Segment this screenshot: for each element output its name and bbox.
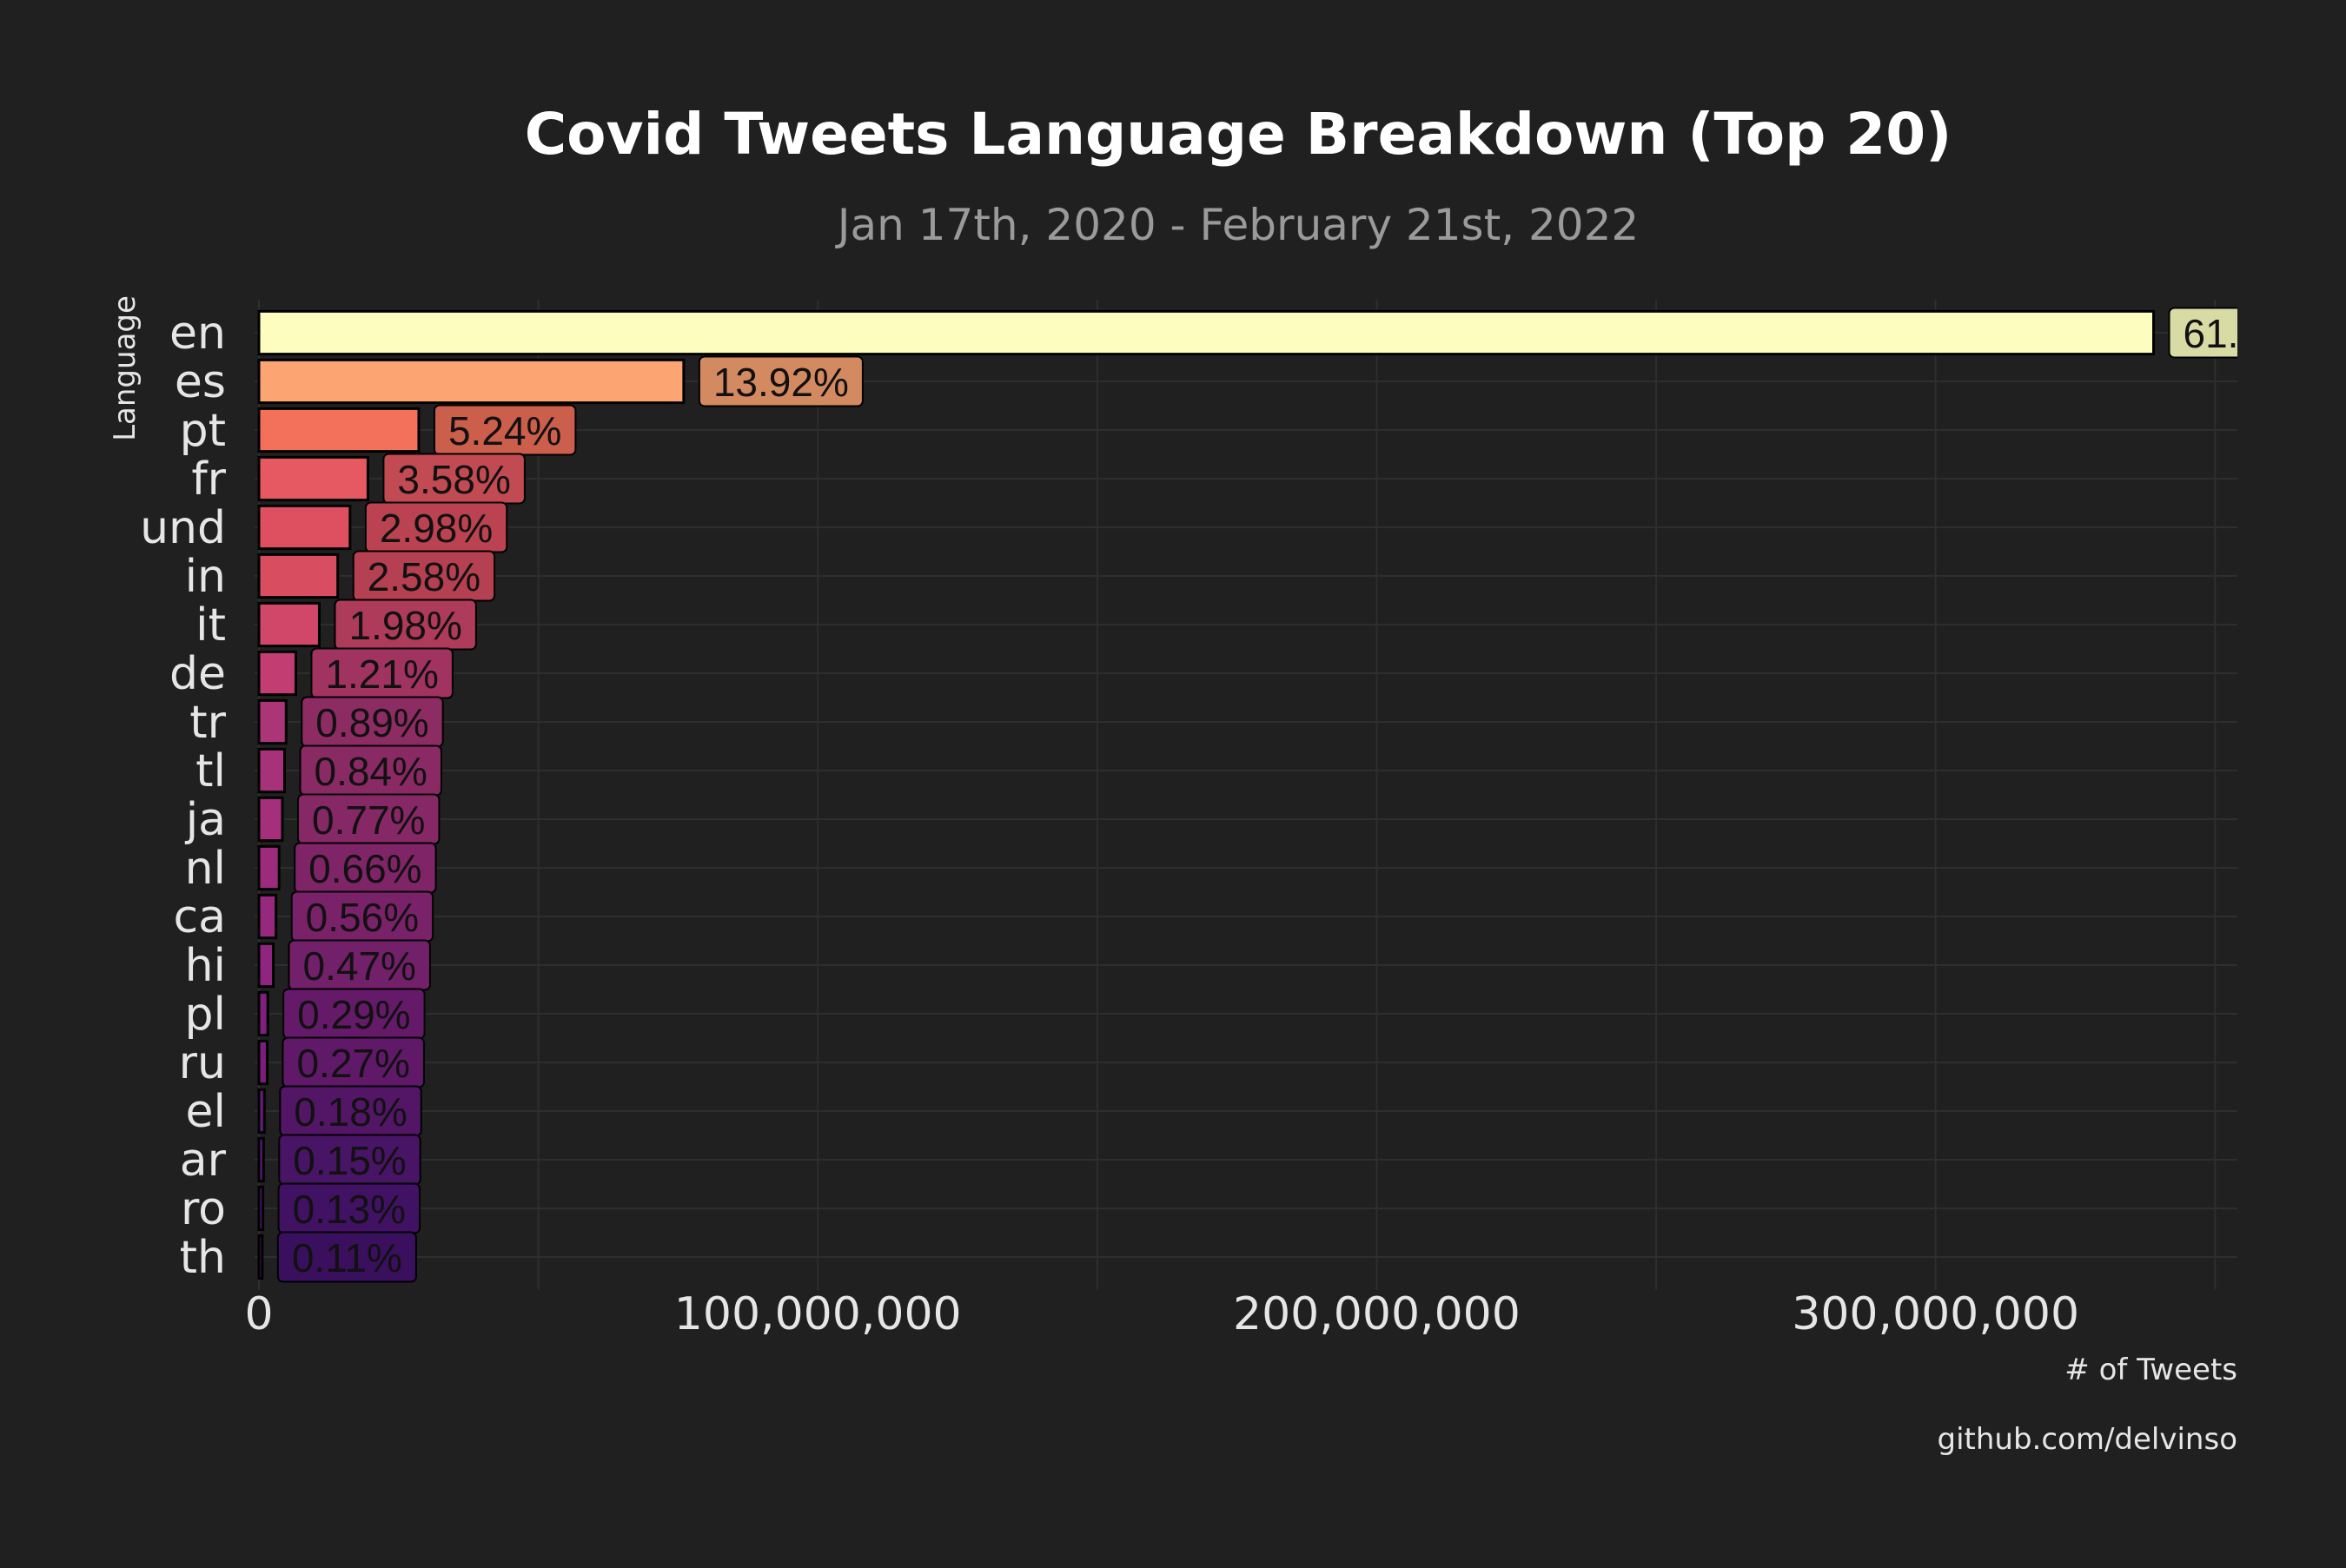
x-tick-label: 200,000,000 <box>1233 1288 1521 1340</box>
data-label-und: 2.98% <box>364 501 508 553</box>
data-label-ca: 0.56% <box>290 890 434 943</box>
category-label-en: en <box>169 308 226 360</box>
data-label-text-tl: 0.84% <box>315 749 427 794</box>
category-layer: enesptfrundinitdetrtljanlcahiplruelarrot… <box>140 308 227 1284</box>
bar-tr <box>257 698 288 745</box>
data-label-text-ro: 0.13% <box>293 1187 406 1232</box>
bar-de <box>257 650 297 697</box>
category-label-ca: ca <box>174 891 226 943</box>
bar-es <box>257 358 686 405</box>
x-axis-label: # of Tweets <box>2064 1353 2237 1387</box>
bar-ro <box>257 1185 265 1232</box>
data-label-fr: 3.58% <box>382 453 526 505</box>
data-label-en: 61. <box>2168 307 2239 359</box>
category-label-it: it <box>196 599 226 652</box>
category-label-tr: tr <box>189 697 226 749</box>
data-label-pl: 0.29% <box>282 988 426 1040</box>
chart-title: Covid Tweets Language Breakdown (Top 20) <box>525 101 1952 168</box>
data-label-text-nl: 0.66% <box>308 846 421 891</box>
data-label-text-ru: 0.27% <box>296 1041 409 1086</box>
data-label-it: 1.98% <box>334 599 477 651</box>
category-label-ja: ja <box>185 794 226 846</box>
data-label-es: 13.92% <box>698 355 864 407</box>
bar-it <box>257 601 321 648</box>
bar-ja <box>257 796 284 843</box>
category-label-fr: fr <box>191 453 226 506</box>
category-label-th: th <box>180 1232 226 1284</box>
data-label-text-it: 1.98% <box>348 603 461 648</box>
data-label-el: 0.18% <box>279 1085 422 1137</box>
chart-caption: github.com/delvinso <box>1938 1422 2238 1457</box>
data-label-text-el: 0.18% <box>294 1089 407 1135</box>
category-label-pt: pt <box>180 405 226 457</box>
data-label-tl: 0.84% <box>299 744 442 797</box>
bar-fr <box>257 455 369 502</box>
data-label-pt: 5.24% <box>433 404 577 456</box>
data-label-box-es <box>698 355 864 407</box>
data-label-nl: 0.66% <box>294 842 437 894</box>
tick-layer: 0 100,000,000 200,000,000 300,000,000 <box>244 1288 2079 1340</box>
bar-ar <box>257 1136 265 1183</box>
data-label-text-ar: 0.15% <box>293 1138 406 1183</box>
bar-layer <box>257 309 2156 1280</box>
label-layer: 61.13.92%5.24%3.58%2.98%2.58%1.98%1.21%0… <box>276 307 2239 1283</box>
data-label-ro: 0.13% <box>277 1182 421 1234</box>
x-tick-label: 300,000,000 <box>1792 1288 2079 1340</box>
bar-el <box>257 1088 266 1135</box>
data-label-text-pl: 0.29% <box>297 992 410 1037</box>
bar-en <box>257 309 2156 356</box>
category-label-de: de <box>169 648 226 700</box>
bar-in <box>257 552 340 599</box>
data-label-text-und: 2.98% <box>380 506 493 551</box>
category-label-hi: hi <box>185 940 226 992</box>
bar-pl <box>257 990 269 1037</box>
bar-ru <box>257 1039 268 1086</box>
category-label-und: und <box>140 502 226 554</box>
data-label-box-en <box>2168 307 2237 359</box>
category-label-in: in <box>185 551 226 603</box>
data-label-text-en: 61. <box>2184 311 2239 356</box>
data-label-text-fr: 3.58% <box>397 457 510 502</box>
data-label-box-th <box>276 1231 417 1283</box>
data-label-text-th: 0.11% <box>292 1235 402 1280</box>
chart-subtitle: Jan 17th, 2020 - February 21st, 2022 <box>835 200 1640 250</box>
category-label-es: es <box>175 356 226 408</box>
bar-ca <box>257 893 278 940</box>
data-label-text-tr: 0.89% <box>315 700 428 745</box>
bar-hi <box>257 942 275 989</box>
data-label-de: 1.21% <box>310 647 454 699</box>
bar-pt <box>257 407 421 453</box>
category-label-ro: ro <box>181 1183 226 1235</box>
data-label-in: 2.58% <box>352 550 496 602</box>
category-label-el: el <box>186 1086 226 1138</box>
data-label-text-de: 1.21% <box>325 652 438 697</box>
data-label-ar: 0.15% <box>278 1134 421 1186</box>
x-tick-label: 0 <box>244 1288 273 1340</box>
category-label-ar: ar <box>180 1135 227 1187</box>
bar-nl <box>257 844 281 891</box>
bar-tl <box>257 747 287 794</box>
category-label-nl: nl <box>185 843 226 895</box>
data-label-text-es: 13.92% <box>713 360 849 405</box>
bar-und <box>257 504 352 551</box>
data-label-text-hi: 0.47% <box>303 943 416 989</box>
data-label-th: 0.11% <box>276 1231 417 1283</box>
data-label-text-ca: 0.56% <box>306 895 419 940</box>
category-label-ru: ru <box>179 1037 226 1089</box>
bar-th <box>257 1234 264 1280</box>
y-axis-label: Language <box>108 295 142 441</box>
data-label-text-pt: 5.24% <box>448 408 561 453</box>
data-label-text-in: 2.58% <box>368 554 480 599</box>
data-label-tr: 0.89% <box>301 696 444 748</box>
category-label-pl: pl <box>185 989 226 1041</box>
category-label-tl: tl <box>196 745 226 797</box>
data-label-text-ja: 0.77% <box>312 797 425 843</box>
data-label-ru: 0.27% <box>282 1036 425 1088</box>
x-tick-label: 100,000,000 <box>674 1288 962 1340</box>
data-label-hi: 0.47% <box>288 939 431 991</box>
data-label-ja: 0.77% <box>297 793 441 845</box>
